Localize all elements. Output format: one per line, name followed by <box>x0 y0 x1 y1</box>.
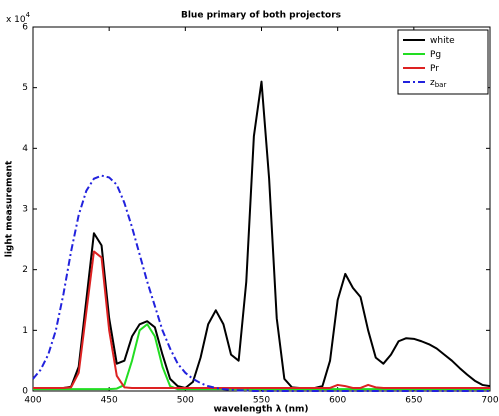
x-tick-label: 550 <box>253 396 270 406</box>
y-tick-label: 2 <box>22 265 28 275</box>
y-tick-label: 3 <box>22 205 28 215</box>
x-tick-label: 700 <box>481 396 498 406</box>
data-line <box>33 323 490 391</box>
x-tick-label: 400 <box>24 396 41 406</box>
legend-label: white <box>430 36 455 46</box>
x-axis-label: wavelength λ (nm) <box>213 405 308 415</box>
legend-name: white <box>430 36 455 46</box>
x-tick-label: 600 <box>329 396 346 406</box>
legend-name: Pr <box>430 64 439 74</box>
y-multiplier-exponent: 4 <box>26 11 31 19</box>
x-tick-label: 650 <box>405 396 422 406</box>
legend-label: Pr <box>430 64 439 74</box>
y-multiplier: x 104 <box>6 11 31 25</box>
data-line <box>33 250 490 389</box>
x-tick-label: 500 <box>177 396 194 406</box>
legend-name: z <box>430 78 435 88</box>
y-tick-label: 5 <box>22 83 28 93</box>
y-multiplier-base: x 10 <box>6 15 26 25</box>
legend-name: Pg <box>430 50 441 60</box>
legend-label: Pg <box>430 50 441 60</box>
data-line <box>32 174 490 392</box>
legend-subscript: bar <box>435 81 447 89</box>
data-line <box>33 80 491 389</box>
y-tick-label: 0 <box>22 387 28 397</box>
y-tick-label: 6 <box>22 23 28 33</box>
y-axis-label: light measurement <box>5 160 15 257</box>
y-tick-label: 1 <box>22 326 28 336</box>
x-tick-label: 450 <box>101 396 118 406</box>
y-tick-label: 4 <box>22 144 28 154</box>
chart-title: Blue primary of both projectors <box>181 11 341 21</box>
legend-label: zbar <box>430 78 446 90</box>
